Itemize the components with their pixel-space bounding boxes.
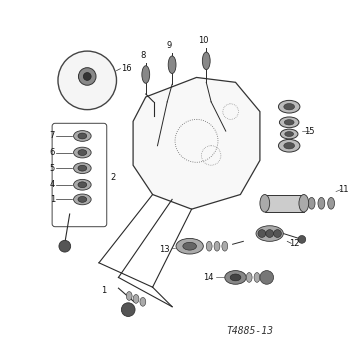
Text: 2: 2 bbox=[111, 174, 116, 182]
Ellipse shape bbox=[230, 274, 241, 281]
Text: 1: 1 bbox=[102, 286, 107, 295]
Ellipse shape bbox=[225, 271, 246, 284]
Ellipse shape bbox=[256, 226, 284, 241]
Ellipse shape bbox=[140, 298, 146, 306]
Text: 4: 4 bbox=[50, 180, 55, 189]
Ellipse shape bbox=[133, 294, 139, 303]
Ellipse shape bbox=[74, 194, 91, 205]
Ellipse shape bbox=[285, 132, 294, 136]
Text: 10: 10 bbox=[198, 36, 209, 45]
Ellipse shape bbox=[78, 196, 87, 202]
Circle shape bbox=[260, 271, 274, 284]
Ellipse shape bbox=[308, 197, 315, 209]
Ellipse shape bbox=[168, 56, 176, 74]
Text: 1: 1 bbox=[50, 195, 55, 204]
Ellipse shape bbox=[284, 104, 295, 110]
Text: 11: 11 bbox=[338, 185, 349, 194]
Ellipse shape bbox=[328, 197, 335, 209]
Circle shape bbox=[58, 51, 117, 110]
Circle shape bbox=[298, 236, 306, 243]
Ellipse shape bbox=[74, 163, 91, 174]
Ellipse shape bbox=[74, 180, 91, 190]
Ellipse shape bbox=[206, 241, 212, 251]
Ellipse shape bbox=[246, 273, 252, 282]
Circle shape bbox=[121, 303, 135, 316]
Ellipse shape bbox=[299, 195, 309, 212]
Ellipse shape bbox=[284, 142, 295, 149]
Polygon shape bbox=[133, 77, 260, 209]
Text: 9: 9 bbox=[167, 41, 172, 50]
Ellipse shape bbox=[74, 131, 91, 141]
Ellipse shape bbox=[78, 182, 87, 188]
Ellipse shape bbox=[279, 100, 300, 113]
Ellipse shape bbox=[202, 52, 210, 70]
Text: 5: 5 bbox=[50, 164, 55, 173]
Text: 12: 12 bbox=[289, 239, 300, 248]
Circle shape bbox=[258, 230, 266, 237]
Ellipse shape bbox=[183, 242, 196, 250]
Text: T4885-13: T4885-13 bbox=[227, 326, 274, 336]
Ellipse shape bbox=[78, 133, 87, 139]
Text: 15: 15 bbox=[304, 127, 314, 135]
Circle shape bbox=[59, 240, 71, 252]
Ellipse shape bbox=[142, 66, 150, 83]
Circle shape bbox=[83, 72, 91, 81]
Ellipse shape bbox=[222, 241, 228, 251]
Text: 16: 16 bbox=[121, 64, 132, 73]
Circle shape bbox=[266, 230, 274, 237]
Text: 13: 13 bbox=[160, 245, 170, 254]
Ellipse shape bbox=[260, 195, 270, 212]
Ellipse shape bbox=[279, 117, 299, 128]
Ellipse shape bbox=[126, 292, 132, 300]
Ellipse shape bbox=[78, 150, 87, 155]
Ellipse shape bbox=[78, 165, 87, 171]
Text: 14: 14 bbox=[204, 273, 214, 282]
Ellipse shape bbox=[176, 238, 203, 254]
Bar bbox=[265, 195, 304, 212]
Text: 6: 6 bbox=[50, 148, 55, 157]
Ellipse shape bbox=[318, 197, 325, 209]
Text: 8: 8 bbox=[140, 50, 146, 60]
Ellipse shape bbox=[74, 147, 91, 158]
Circle shape bbox=[274, 230, 281, 237]
Ellipse shape bbox=[254, 273, 260, 282]
Ellipse shape bbox=[214, 241, 220, 251]
Ellipse shape bbox=[279, 139, 300, 152]
Text: 7: 7 bbox=[50, 132, 55, 140]
Ellipse shape bbox=[280, 129, 298, 139]
Ellipse shape bbox=[284, 120, 294, 125]
Circle shape bbox=[78, 68, 96, 85]
